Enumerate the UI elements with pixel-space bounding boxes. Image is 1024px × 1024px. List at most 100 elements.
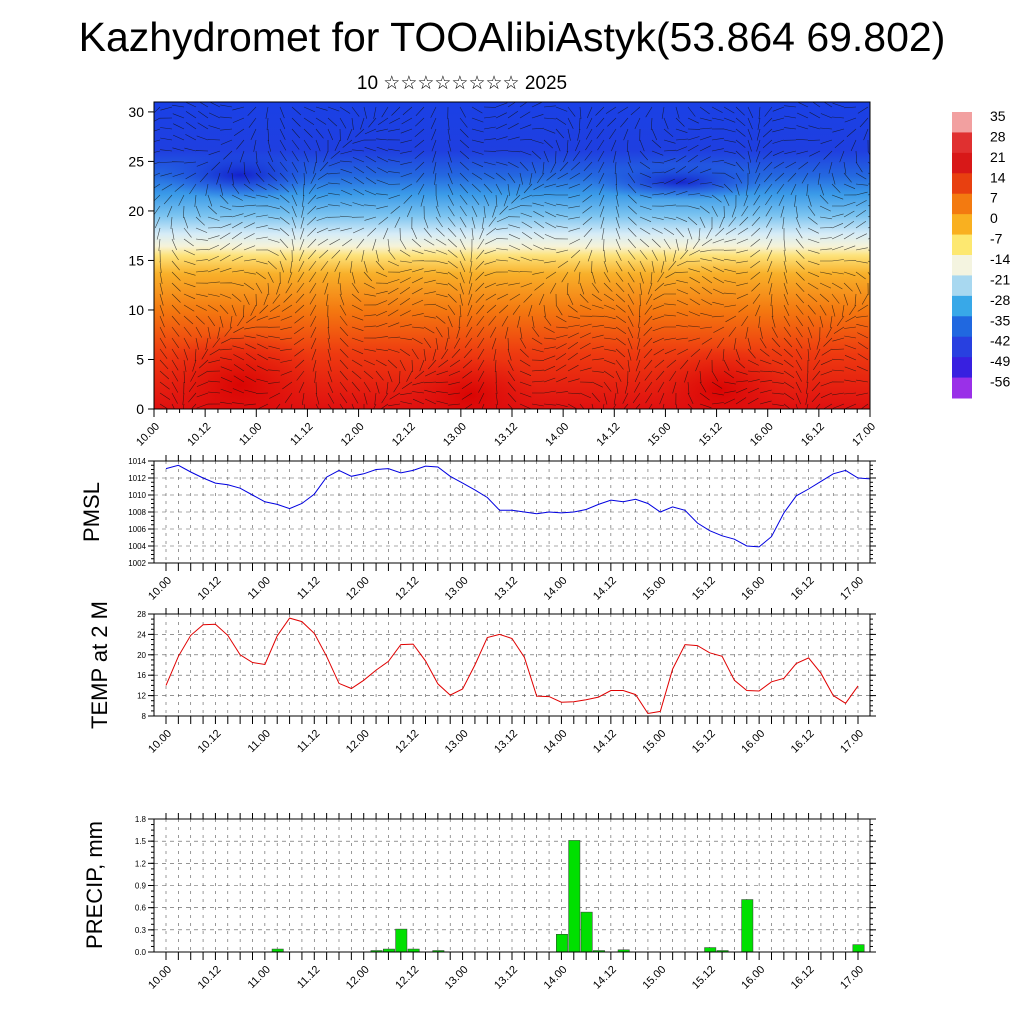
- x-tick-label: 12.12: [393, 728, 421, 756]
- x-tick-label: 15.12: [690, 575, 718, 603]
- chart-title: Kazhydromet for TOOAlibiAstyk(53.864 69.…: [78, 14, 946, 60]
- cross-section-panel: 0 5 10 15 20 25 30 10.00 10.12 11.00 11.12 12.00 12…: [128, 101, 878, 449]
- colorbar-label: -14: [990, 251, 1010, 267]
- series-line: [165, 617, 859, 715]
- x-tick-label: 12.00: [344, 575, 372, 603]
- y-tick-label: 20: [128, 203, 144, 219]
- y-tick-label: 1012: [128, 474, 146, 483]
- x-tick-label: 12.00: [339, 421, 367, 449]
- x-tick-label: 11.12: [288, 421, 315, 448]
- y-tick-label: 0: [136, 401, 144, 417]
- colorbar-swatch: [952, 234, 972, 256]
- y-tick-label: 16: [137, 671, 146, 680]
- y-tick-label: 1.5: [135, 837, 147, 846]
- precip-bar: [395, 928, 408, 953]
- x-tick-label: 16.00: [748, 421, 776, 449]
- colorbar-swatch: [952, 132, 972, 154]
- x-tick-label: 12.00: [344, 964, 372, 992]
- panel-frame: [153, 613, 871, 717]
- x-tick-label: 10.00: [146, 575, 174, 603]
- x-tick-label: 16.12: [789, 964, 817, 992]
- x-tick-label: 12.12: [390, 421, 418, 449]
- x-tick-label: 15.00: [640, 575, 668, 603]
- y-tick-label: 15: [128, 252, 144, 268]
- y-tick-label: 30: [128, 104, 144, 120]
- x-tick-label: 15.00: [640, 964, 668, 992]
- precip-bar: [852, 944, 865, 953]
- x-tick-label: 16.12: [799, 421, 827, 449]
- y-tick-label: 1006: [128, 525, 146, 534]
- y-tick-label: 5: [136, 351, 144, 367]
- colorbar-label: 21: [990, 149, 1006, 165]
- x-tick-label: 15.12: [690, 728, 718, 756]
- x-tick-label: 10.00: [146, 728, 174, 756]
- y-tick-label: 0.9: [135, 882, 147, 891]
- x-tick-label: 13.00: [443, 728, 471, 756]
- wind-vector-field: [154, 102, 870, 409]
- colorbar-label: 28: [990, 128, 1006, 144]
- colorbar-label: -28: [990, 292, 1010, 308]
- x-tick-label: 11.00: [246, 964, 273, 991]
- x-tick-label: 14.12: [591, 728, 619, 756]
- x-tick-label: 16.00: [739, 728, 767, 756]
- x-tick-label: 17.00: [838, 728, 866, 756]
- y-tick-label: 0.6: [135, 904, 147, 913]
- x-tick-label: 13.12: [492, 575, 520, 603]
- x-tick-label: 14.00: [542, 575, 570, 603]
- x-tick-label: 14.12: [591, 964, 619, 992]
- x-tick-label: 16.00: [739, 964, 767, 992]
- precip-bar: [580, 911, 593, 953]
- precip-bar: [741, 899, 754, 953]
- colorbar-swatch: [952, 255, 972, 276]
- x-tick-label: 16.00: [739, 575, 767, 603]
- warm-core: [155, 330, 325, 409]
- y-tick-label: 12: [137, 692, 146, 701]
- precip-bar: [556, 934, 568, 953]
- colorbar-label: -49: [990, 353, 1010, 369]
- series-line: [165, 464, 871, 548]
- colorbar-swatch: [952, 316, 972, 338]
- colorbar-label: 7: [990, 190, 998, 206]
- colorbar-label: 14: [990, 169, 1006, 185]
- y-tick-label: 1014: [128, 457, 146, 466]
- colorbar-swatch: [952, 357, 972, 379]
- wind-vectors: [154, 102, 870, 409]
- x-tick-label: 13.12: [492, 964, 520, 992]
- colorbar-swatch: [952, 152, 972, 174]
- colorbar: 35 28 21 14 7 0 -7 -14 -21 -28 -35 -42 -49 -56: [952, 108, 1010, 399]
- y-tick-label: 1.8: [135, 815, 147, 824]
- panel-frame: [153, 818, 871, 953]
- pmsl-panel: PMSL 1002 1004 1006 1008 1010 1012 1014 10.00 10…: [79, 455, 876, 603]
- colorbar-label: -56: [990, 374, 1010, 390]
- colorbar-label: 0: [990, 210, 998, 226]
- x-tick-label: 13.00: [443, 575, 471, 603]
- x-tick-label: 13.12: [492, 421, 520, 449]
- colorbar-swatch: [952, 275, 972, 297]
- temperature-axis-label: TEMP at 2 M: [87, 601, 112, 729]
- x-tick-label: 13.00: [441, 421, 469, 449]
- x-tick-label: 12.12: [393, 575, 421, 603]
- colorbar-swatch: [952, 214, 972, 236]
- x-tick-label: 10.00: [146, 964, 174, 992]
- x-tick-label: 15.12: [690, 964, 718, 992]
- panel-frame: [153, 460, 871, 564]
- x-tick-label: 15.00: [640, 728, 668, 756]
- y-tick-label: 1.2: [135, 859, 147, 868]
- precip-bar: [568, 840, 581, 953]
- colorbar-label: 35: [990, 108, 1006, 124]
- x-tick-label: 13.12: [492, 728, 520, 756]
- y-tick-label: 1008: [128, 508, 146, 517]
- y-tick-label: 0.3: [135, 926, 147, 935]
- x-tick-label: 10.12: [196, 575, 224, 603]
- colorbar-swatch: [952, 295, 972, 317]
- pmsl-axis-label: PMSL: [79, 482, 104, 542]
- y-tick-label: 1004: [128, 542, 146, 551]
- x-tick-label: 14.00: [542, 964, 570, 992]
- x-tick-label: 12.00: [344, 728, 372, 756]
- y-tick-label: 28: [137, 610, 146, 619]
- x-tick-label: 14.12: [591, 575, 619, 603]
- x-tick-label: 16.12: [789, 728, 817, 756]
- temperature-panel: TEMP at 2 M 8 12 16 20 24 28 10.00 10.12 11.00 11…: [87, 601, 876, 756]
- colorbar-label: -35: [990, 312, 1010, 328]
